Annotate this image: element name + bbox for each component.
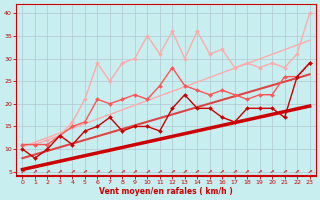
Text: ←: ← xyxy=(269,167,276,174)
Text: ←: ← xyxy=(32,167,38,174)
Text: ←: ← xyxy=(107,167,113,174)
Text: ←: ← xyxy=(82,167,88,174)
Text: ←: ← xyxy=(132,167,138,174)
Text: ←: ← xyxy=(57,167,63,174)
Text: ←: ← xyxy=(306,167,313,174)
Text: ←: ← xyxy=(256,167,263,174)
X-axis label: Vent moyen/en rafales ( km/h ): Vent moyen/en rafales ( km/h ) xyxy=(99,187,233,196)
Text: ←: ← xyxy=(219,167,226,174)
Text: ←: ← xyxy=(69,167,76,174)
Text: ←: ← xyxy=(94,167,101,174)
Text: ←: ← xyxy=(144,167,151,174)
Text: ←: ← xyxy=(156,167,163,174)
Text: ←: ← xyxy=(44,167,51,174)
Text: ←: ← xyxy=(281,167,288,174)
Text: ←: ← xyxy=(194,167,201,174)
Text: ←: ← xyxy=(206,167,213,174)
Text: ←: ← xyxy=(294,167,300,174)
Text: ←: ← xyxy=(231,167,238,174)
Text: ←: ← xyxy=(181,167,188,174)
Text: ←: ← xyxy=(19,167,26,174)
Text: ←: ← xyxy=(169,167,176,174)
Text: ←: ← xyxy=(119,167,126,174)
Text: ←: ← xyxy=(244,167,251,174)
